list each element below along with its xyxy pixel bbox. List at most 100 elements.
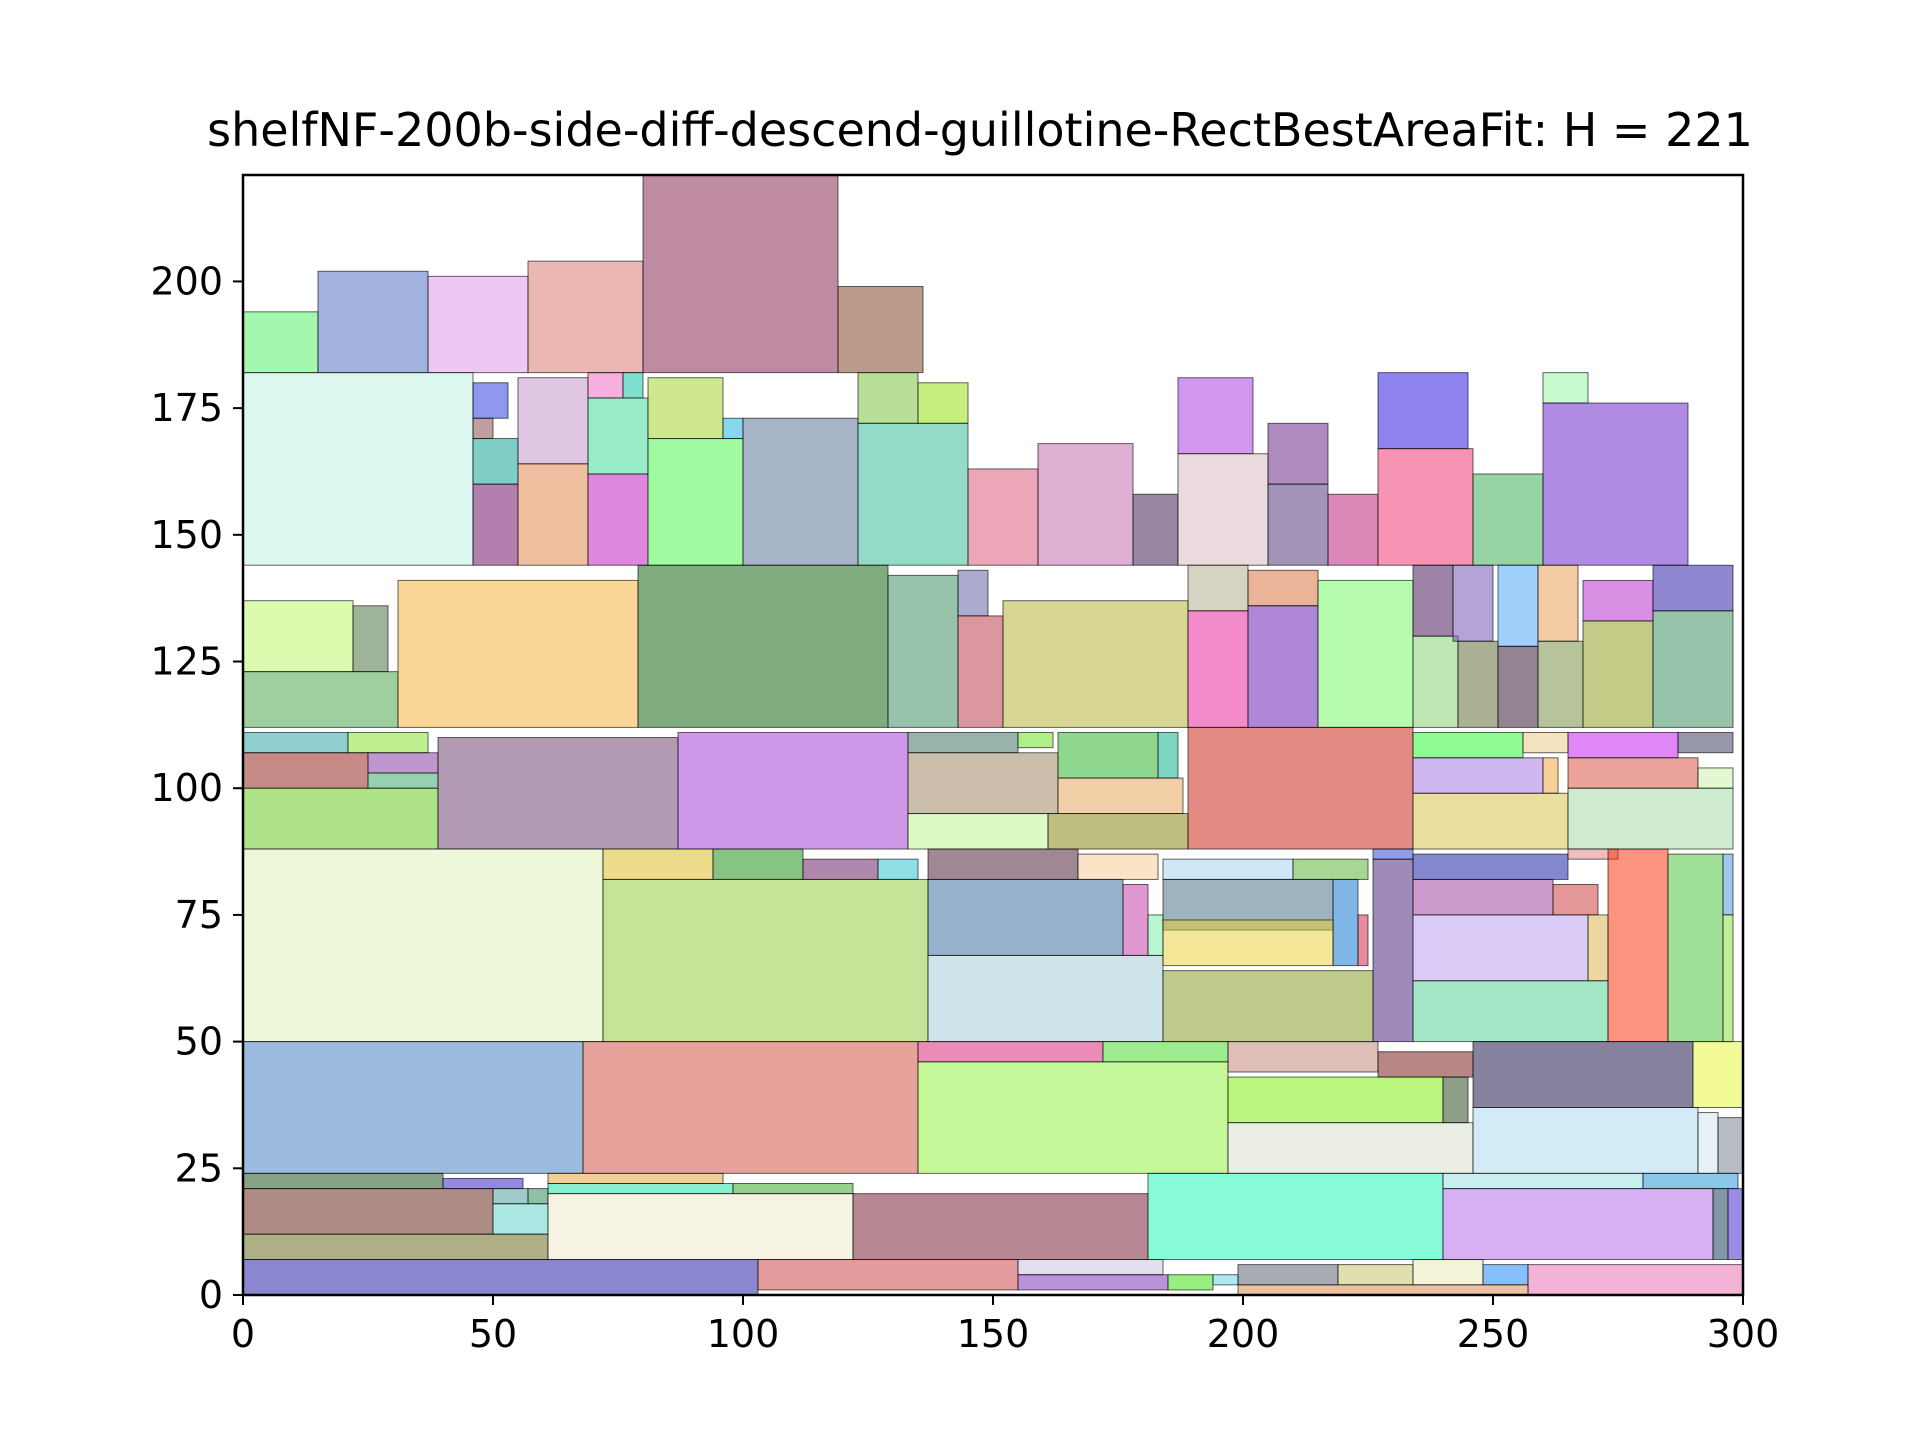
packed-rect-145 [547, 1183, 734, 1195]
packed-rect-14 [622, 372, 644, 399]
packed-rect-140 [492, 1188, 529, 1205]
packed-rect-115 [1587, 914, 1609, 982]
packed-rect-3 [527, 260, 644, 374]
packed-rect-148 [852, 1193, 1149, 1261]
packed-rect-60 [1582, 620, 1654, 728]
packed-rect-147 [547, 1193, 854, 1261]
packed-rect-27 [1177, 377, 1254, 455]
packed-rect-152 [1727, 1188, 1744, 1261]
packed-rect-154 [1642, 1172, 1739, 1190]
packed-rect-113 [1552, 884, 1599, 916]
packed-rect-93 [802, 858, 879, 880]
packed-rect-150 [1442, 1188, 1714, 1261]
packed-rect-94 [877, 858, 919, 880]
packed-rect-40 [397, 579, 639, 728]
packed-rect-69 [437, 737, 679, 850]
packed-rect-55 [1497, 564, 1539, 647]
packed-rect-20 [742, 417, 859, 566]
packed-rect-0 [242, 311, 319, 374]
packed-rect-47 [1187, 610, 1249, 728]
packed-rect-24 [967, 468, 1039, 566]
y-tick-label-175: 175 [150, 386, 223, 430]
packed-rect-130 [1442, 1076, 1469, 1124]
packed-rect-106 [1357, 914, 1369, 967]
packed-rect-151 [1712, 1188, 1729, 1261]
packed-rect-109 [1372, 848, 1414, 860]
packed-rect-100 [1147, 914, 1164, 956]
packed-rect-31 [1327, 493, 1379, 566]
packed-rect-2 [427, 275, 529, 374]
packed-rect-73 [907, 752, 1059, 815]
packed-rect-111 [1412, 853, 1569, 880]
chart-title: shelfNF-200b-side-diff-descend-guillotin… [207, 103, 1753, 157]
packed-rect-58 [1537, 640, 1584, 728]
packed-rect-92 [712, 848, 804, 880]
packed-rect-144 [547, 1172, 724, 1185]
packed-rect-149 [1147, 1172, 1444, 1261]
packed-rect-161 [1237, 1264, 1339, 1286]
packed-rect-1 [317, 270, 429, 374]
packed-rect-18 [647, 438, 744, 566]
packed-rect-15 [587, 397, 649, 475]
packed-rect-156 [757, 1259, 1019, 1291]
packed-rect-45 [1002, 600, 1189, 728]
packed-rect-74 [1057, 731, 1159, 779]
packed-rect-56 [1497, 645, 1539, 728]
packed-rect-112 [1412, 878, 1554, 916]
packed-rect-86 [1677, 731, 1734, 754]
packed-rect-141 [527, 1188, 549, 1205]
x-tick-label-0: 0 [231, 1312, 255, 1356]
packed-rect-118 [1607, 848, 1669, 1043]
packed-rect-163 [1412, 1259, 1484, 1286]
packed-rect-153 [1442, 1172, 1644, 1190]
packed-rect-35 [1542, 372, 1589, 404]
packed-rect-25 [1037, 443, 1134, 566]
packed-rect-101 [927, 954, 1164, 1043]
packed-rect-136 [1717, 1117, 1744, 1174]
packed-rect-59 [1582, 579, 1654, 622]
packed-rect-90 [242, 848, 604, 1043]
packed-rect-64 [347, 731, 429, 754]
packed-rect-114 [1412, 914, 1589, 982]
packed-rect-103 [1292, 858, 1369, 880]
x-tick-label-150: 150 [957, 1312, 1030, 1356]
packed-rect-62 [1652, 610, 1734, 728]
packed-rect-29 [1267, 422, 1329, 485]
packed-rect-57 [1537, 564, 1579, 642]
packed-rect-52 [1412, 635, 1459, 728]
packed-rect-107 [1162, 919, 1334, 967]
packed-rect-85 [1567, 731, 1679, 759]
x-tick-label-300: 300 [1707, 1312, 1780, 1356]
packed-rect-7 [472, 382, 509, 419]
packed-rect-125 [1102, 1041, 1229, 1063]
y-tick-label-200: 200 [150, 259, 223, 303]
packed-rect-72 [1017, 731, 1054, 749]
packed-rect-87 [1567, 757, 1699, 789]
packed-rect-146 [732, 1183, 854, 1195]
packed-rect-17 [647, 377, 724, 440]
packed-rect-26 [1132, 493, 1179, 566]
packed-rect-23 [857, 422, 969, 566]
y-tick-label-50: 50 [175, 1020, 223, 1064]
packed-rect-61 [1652, 564, 1734, 612]
packed-rect-41 [637, 564, 889, 728]
y-tick-label-150: 150 [150, 513, 223, 557]
packed-rect-132 [1472, 1041, 1694, 1108]
packed-rect-116 [1412, 980, 1609, 1043]
packed-rect-78 [1047, 813, 1189, 850]
packed-rect-63 [242, 731, 349, 754]
packed-rect-34 [1472, 473, 1544, 566]
packed-rectangles [242, 174, 1744, 1296]
packed-rect-71 [907, 731, 1019, 754]
packed-rect-110 [1372, 858, 1414, 1043]
packed-rect-160 [1212, 1274, 1239, 1286]
packed-rect-89 [1567, 787, 1734, 850]
packed-rect-119 [1667, 853, 1724, 1043]
packed-rect-162 [1337, 1264, 1414, 1286]
x-tick-label-50: 50 [469, 1312, 517, 1356]
packed-rect-121 [1722, 914, 1734, 1043]
packed-rect-43 [957, 569, 989, 617]
packed-rect-65 [242, 752, 369, 789]
packed-rect-95 [602, 878, 929, 1043]
